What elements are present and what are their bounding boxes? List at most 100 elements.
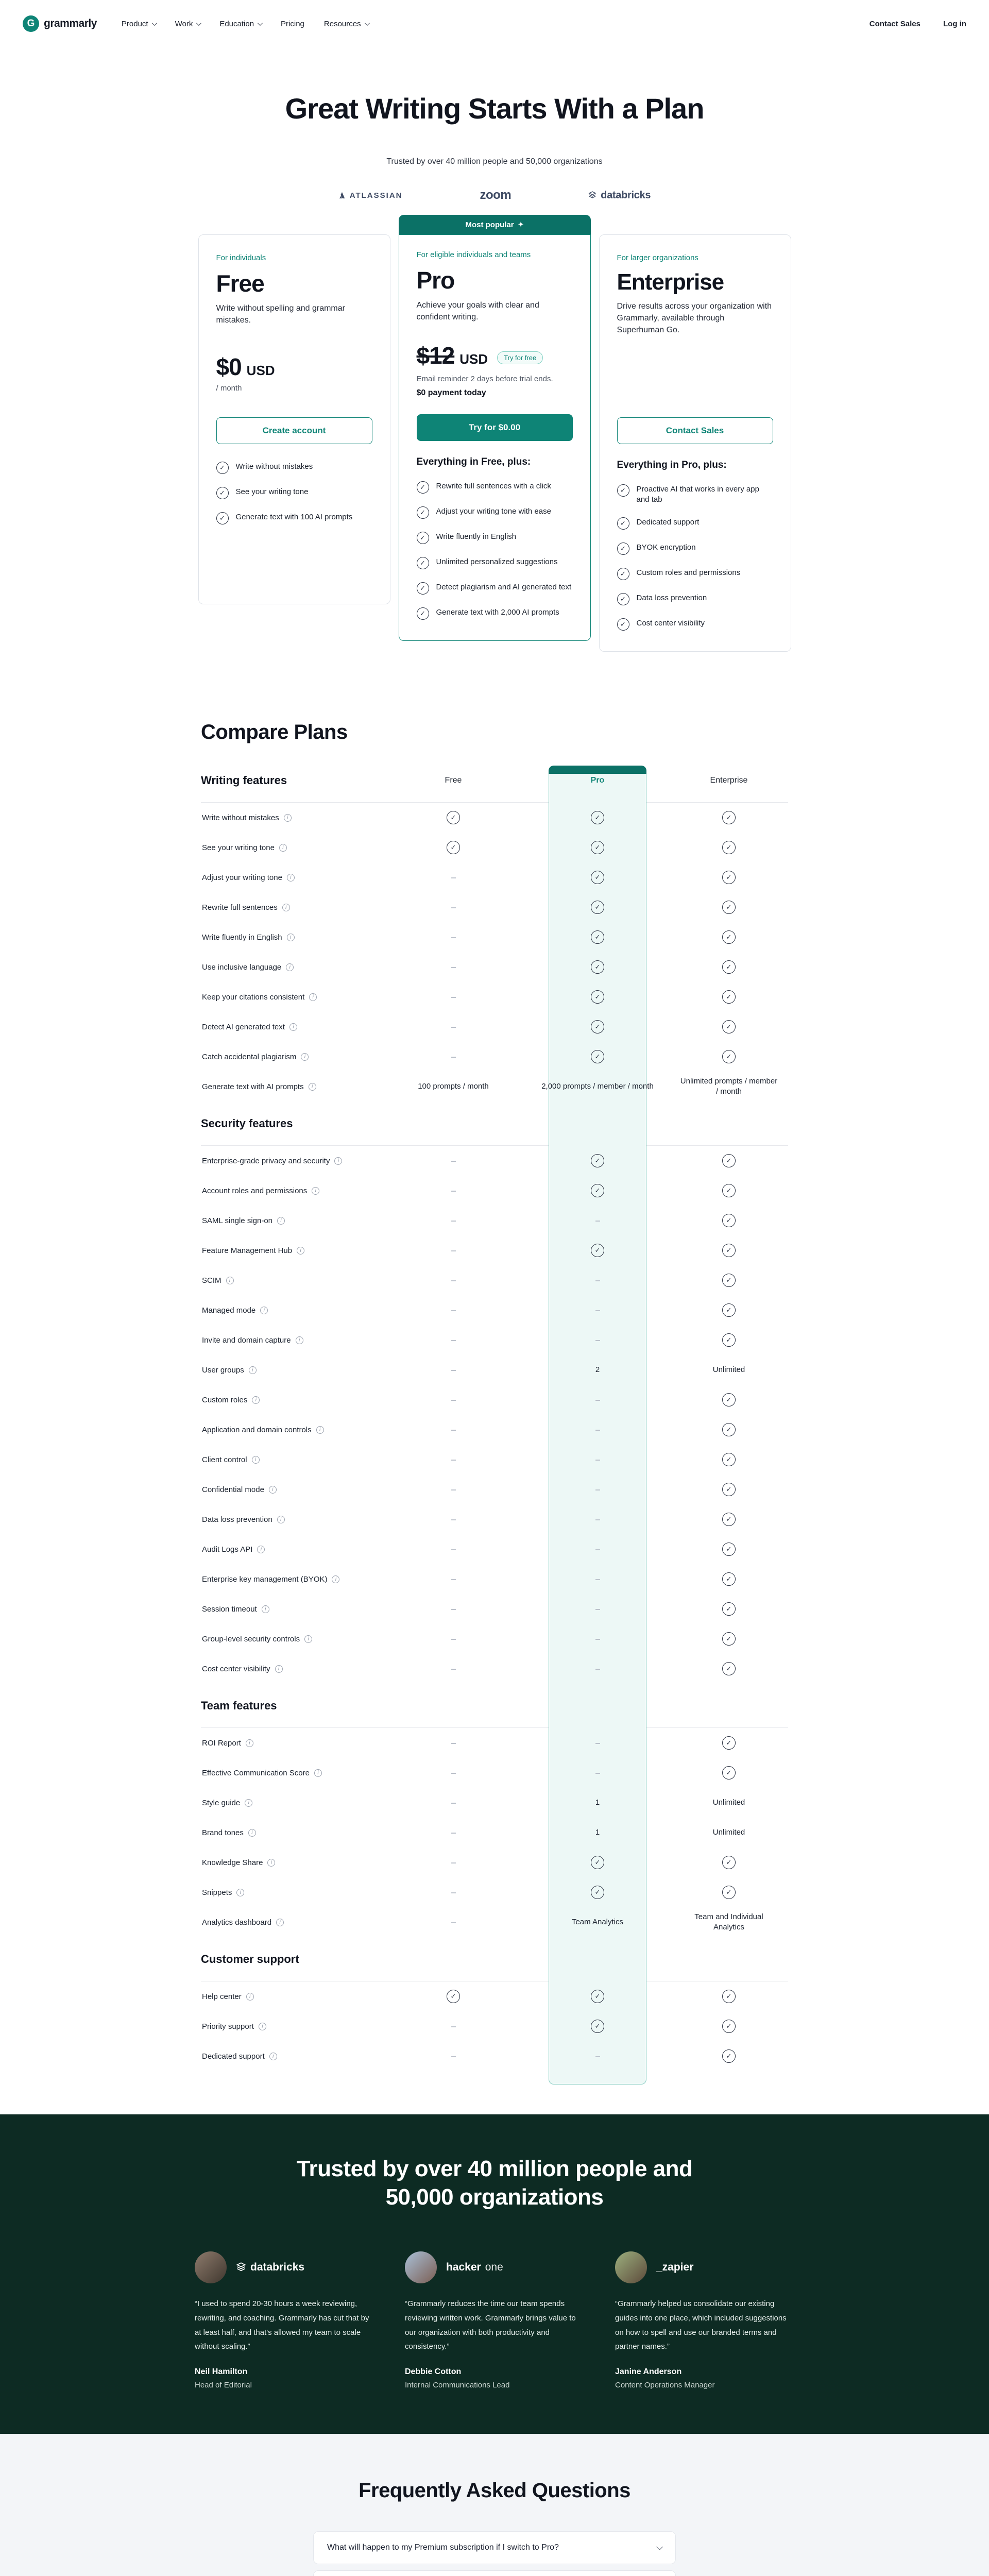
circle-check-icon: ✓	[722, 990, 736, 1004]
feature-label: Invite and domain capture i	[201, 1336, 381, 1345]
info-icon[interactable]: i	[286, 933, 295, 941]
info-icon[interactable]: i	[316, 1426, 324, 1434]
feature-cell: ✓	[670, 1423, 788, 1436]
info-icon[interactable]: i	[252, 1396, 260, 1404]
feature-label-text: Confidential mode	[202, 1485, 264, 1494]
info-icon[interactable]: i	[289, 1023, 297, 1031]
info-icon[interactable]: i	[245, 1799, 253, 1807]
info-icon[interactable]: i	[267, 1858, 276, 1867]
feature-cell: ✓	[670, 990, 788, 1004]
nav-item-pricing[interactable]: Pricing	[281, 20, 304, 28]
chevron-down-icon	[258, 20, 263, 26]
feature-cell: Unlimited	[670, 1827, 788, 1838]
free-plan-price: $0	[216, 353, 242, 381]
info-icon[interactable]: i	[283, 814, 292, 822]
info-icon[interactable]: i	[308, 1082, 316, 1091]
dash-icon: –	[595, 1663, 600, 1674]
circle-check-icon: ✓	[591, 871, 604, 884]
info-icon[interactable]: i	[226, 1276, 234, 1284]
feature-cell: ✓	[525, 1050, 670, 1063]
feature-cell: ✓	[670, 1020, 788, 1033]
plan-feature-label: Proactive AI that works in every app and…	[636, 485, 759, 504]
info-icon[interactable]: i	[314, 1769, 322, 1777]
feature-label: Detect AI generated text i	[201, 1023, 381, 1031]
feature-cell: –	[381, 1184, 525, 1197]
info-icon[interactable]: i	[334, 1157, 343, 1165]
faq-question: What will happen to my Premium subscript…	[327, 2543, 559, 2552]
info-icon[interactable]: i	[251, 1455, 260, 1464]
info-icon[interactable]: i	[258, 2022, 266, 2030]
table-row: Use inclusive language i – ✓ ✓	[201, 952, 788, 982]
feature-label-text: Use inclusive language	[202, 962, 282, 972]
try-for-0-button[interactable]: Try for $0.00	[416, 414, 573, 441]
info-icon[interactable]: i	[246, 1992, 254, 2001]
feature-label: Group-level security controls i	[201, 1635, 381, 1643]
info-icon[interactable]: i	[309, 993, 317, 1001]
dash-icon: –	[451, 1245, 456, 1256]
info-icon[interactable]: i	[301, 1053, 309, 1061]
column-header-pro: Pro	[590, 775, 605, 785]
info-icon[interactable]: i	[312, 1187, 320, 1195]
info-icon[interactable]: i	[275, 1665, 283, 1673]
info-icon[interactable]: i	[276, 1918, 284, 1926]
table-row: See your writing tone i ✓ ✓ ✓	[201, 833, 788, 862]
feature-cell: –	[381, 1050, 525, 1063]
circle-check-icon: ✓	[591, 901, 604, 914]
info-icon[interactable]: i	[295, 1336, 303, 1344]
feature-cell-value: 100 prompts / month	[418, 1081, 489, 1091]
info-icon[interactable]: i	[260, 1306, 268, 1314]
info-icon[interactable]: i	[282, 903, 290, 911]
nav-item-resources[interactable]: Resources	[324, 20, 370, 28]
testimonial-company-logo: hacker one	[446, 2261, 503, 2273]
circle-check-icon: ✓	[416, 582, 429, 595]
log-in-link[interactable]: Log in	[943, 19, 966, 28]
info-icon[interactable]: i	[297, 1246, 305, 1255]
info-icon[interactable]: i	[286, 873, 295, 882]
info-icon[interactable]: i	[277, 1515, 285, 1523]
circle-check-icon: ✓	[416, 607, 429, 620]
plan-feature-item: ✓ Proactive AI that works in every app an…	[617, 484, 773, 504]
info-icon[interactable]: i	[236, 1888, 245, 1896]
contact-sales-link[interactable]: Contact Sales	[869, 19, 920, 28]
feature-cell: ✓	[670, 871, 788, 884]
nav-item-work[interactable]: Work	[175, 20, 202, 28]
nav-item-education[interactable]: Education	[219, 20, 263, 28]
circle-check-icon: ✓	[591, 1886, 604, 1899]
info-icon[interactable]: i	[248, 1366, 257, 1374]
circle-check-icon: ✓	[722, 1766, 736, 1780]
feature-cell: ✓	[670, 901, 788, 914]
info-icon[interactable]: i	[268, 1485, 277, 1494]
nav-item-product[interactable]: Product	[122, 20, 157, 28]
circle-check-icon: ✓	[722, 2020, 736, 2033]
contact-sales-button[interactable]: Contact Sales	[617, 417, 773, 444]
dash-icon: –	[451, 1767, 456, 1778]
grammarly-logo[interactable]: G grammarly	[23, 15, 97, 32]
compare-section-header: Customer support	[201, 1937, 788, 1981]
feature-label-text: Brand tones	[202, 1828, 244, 1837]
grammarly-logo-icon: G	[23, 15, 39, 32]
dash-icon: –	[451, 1155, 456, 1166]
chevron-down-icon	[364, 20, 370, 26]
testimonial-name: Debbie Cotton	[405, 2367, 462, 2376]
info-icon[interactable]: i	[245, 1739, 253, 1747]
create-account-button[interactable]: Create account	[216, 417, 372, 444]
dash-icon: –	[451, 1887, 456, 1897]
table-row: Confidential mode i – – ✓	[201, 1475, 788, 1504]
info-icon[interactable]: i	[286, 963, 294, 971]
info-icon[interactable]: i	[304, 1635, 313, 1643]
info-icon[interactable]: i	[248, 1828, 256, 1837]
info-icon[interactable]: i	[261, 1605, 269, 1613]
feature-cell: –	[525, 1334, 670, 1346]
info-icon[interactable]: i	[277, 1216, 285, 1225]
faq-item[interactable]: What will happen to my Premium subscript…	[313, 2531, 676, 2564]
info-icon[interactable]: i	[279, 843, 287, 852]
circle-check-icon: ✓	[722, 930, 736, 944]
feature-cell: –	[381, 1737, 525, 1749]
info-icon[interactable]: i	[332, 1575, 340, 1583]
feature-cell-value: 1	[595, 1827, 600, 1837]
info-icon[interactable]: i	[257, 1545, 265, 1553]
info-icon[interactable]: i	[269, 2052, 277, 2060]
feature-cell: –	[381, 1423, 525, 1436]
faq-item[interactable]: How secure is Grammarly?	[313, 2570, 676, 2576]
hero-section: Great Writing Starts With a Plan Trusted…	[0, 47, 989, 688]
